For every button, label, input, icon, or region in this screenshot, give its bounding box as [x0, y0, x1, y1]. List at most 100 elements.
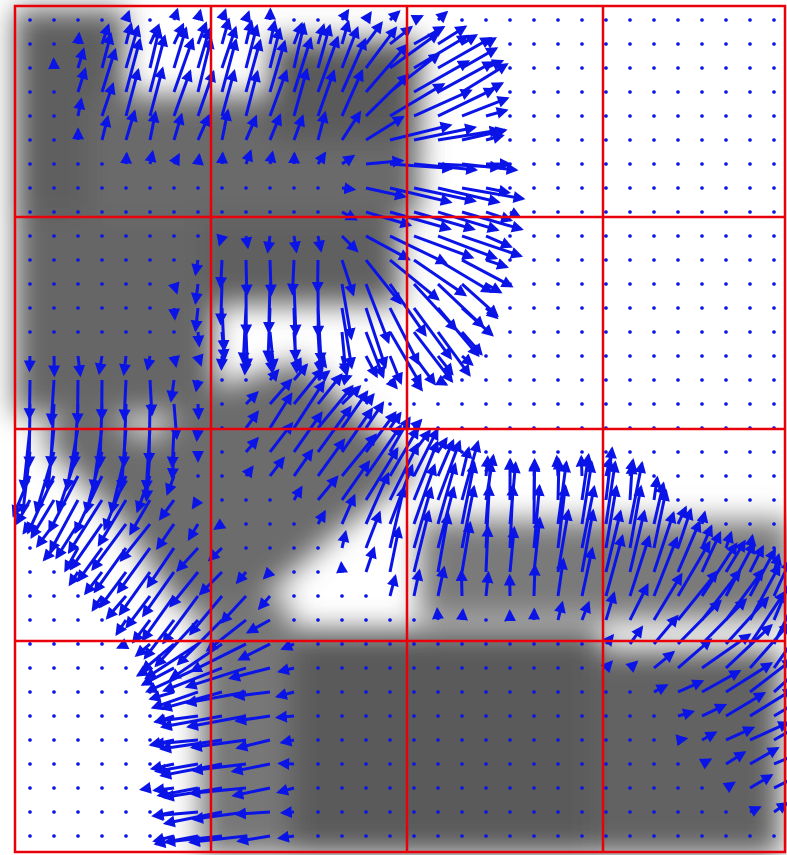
field-dot — [748, 18, 752, 22]
field-dot — [700, 498, 704, 502]
field-dot — [580, 258, 584, 262]
field-dot — [508, 354, 512, 358]
field-arrow — [339, 19, 352, 45]
field-dot — [700, 90, 704, 94]
field-arrow — [389, 258, 440, 301]
field-dot — [340, 834, 344, 838]
field-dot — [724, 138, 728, 142]
field-dot — [580, 834, 584, 838]
field-arrow — [220, 108, 232, 141]
field-dot — [244, 546, 248, 550]
field-arrow — [748, 590, 786, 645]
field-arrow — [124, 37, 144, 93]
field-arrow — [389, 31, 441, 70]
field-arrow — [292, 22, 308, 69]
field-dot — [556, 738, 560, 742]
field-dot — [76, 714, 80, 718]
field-dot — [388, 618, 392, 622]
field-dot — [748, 42, 752, 46]
field-dot — [652, 330, 656, 334]
field-dot — [268, 498, 272, 502]
field-dot — [772, 402, 776, 406]
field-dot — [532, 162, 536, 166]
field-dot — [724, 186, 728, 190]
field-dot — [412, 690, 416, 694]
field-arrow — [748, 544, 765, 573]
field-arrow — [600, 660, 614, 674]
field-dot — [148, 186, 152, 190]
field-dot — [556, 810, 560, 814]
field-dot — [28, 330, 32, 334]
field-dot — [676, 138, 680, 142]
field-arrow — [460, 484, 478, 549]
field-arrow — [772, 646, 787, 669]
field-arrow — [386, 573, 399, 597]
field-arrow — [437, 61, 495, 94]
field-dot — [388, 642, 392, 646]
field-arrow — [437, 258, 494, 294]
field-dot — [220, 450, 224, 454]
field-arrow — [337, 529, 350, 549]
field-dot — [508, 738, 512, 742]
field-dot — [52, 258, 56, 262]
field-arrow — [15, 499, 32, 526]
field-arrow — [749, 773, 774, 790]
field-arrow — [412, 509, 433, 573]
field-dot — [676, 90, 680, 94]
field-arrow — [724, 596, 770, 646]
field-dot — [100, 330, 104, 334]
field-dot — [196, 474, 200, 478]
field-dot — [268, 522, 272, 526]
field-dot — [28, 834, 32, 838]
field-arrow — [460, 306, 494, 337]
field-dot — [580, 18, 584, 22]
field-arrow — [411, 568, 424, 597]
field-arrow — [241, 149, 253, 165]
field-arrow — [244, 23, 261, 69]
field-arrow — [437, 36, 493, 70]
field-arrow — [73, 97, 86, 117]
field-arrow — [461, 126, 508, 142]
field-dot — [28, 594, 32, 598]
field-arrow — [279, 806, 295, 819]
field-dot — [28, 90, 32, 94]
field-arrow — [93, 547, 128, 594]
field-dot — [772, 90, 776, 94]
field-dot — [244, 378, 248, 382]
field-arrow — [67, 499, 104, 555]
field-dot — [388, 666, 392, 670]
field-dot — [628, 210, 632, 214]
field-arrow — [216, 233, 229, 247]
field-arrow — [316, 35, 340, 93]
field-dot — [172, 186, 176, 190]
field-dot — [460, 690, 464, 694]
field-dot — [700, 162, 704, 166]
field-arrow — [268, 392, 293, 429]
field-dot — [676, 402, 680, 406]
field-arrow — [42, 547, 56, 562]
field-dot — [676, 354, 680, 358]
field-dot — [28, 42, 32, 46]
field-dot — [100, 714, 104, 718]
field-arrow — [131, 619, 152, 644]
field-dot — [76, 258, 80, 262]
field-arrow — [220, 38, 240, 93]
field-arrow — [677, 708, 696, 721]
field-arrow — [135, 665, 151, 677]
field-dot — [124, 666, 128, 670]
field-dot — [100, 834, 104, 838]
field-dot — [148, 714, 152, 718]
field-arrow — [147, 110, 160, 141]
field-dot — [148, 690, 152, 694]
field-dot — [484, 642, 488, 646]
field-arrow — [436, 438, 455, 477]
field-dot — [508, 810, 512, 814]
field-dot — [532, 786, 536, 790]
field-arrow — [580, 546, 597, 597]
field-dot — [124, 834, 128, 838]
field-dot — [700, 330, 704, 334]
field-dot — [556, 330, 560, 334]
field-dot — [292, 570, 296, 574]
field-dot — [652, 114, 656, 118]
field-dot — [556, 210, 560, 214]
